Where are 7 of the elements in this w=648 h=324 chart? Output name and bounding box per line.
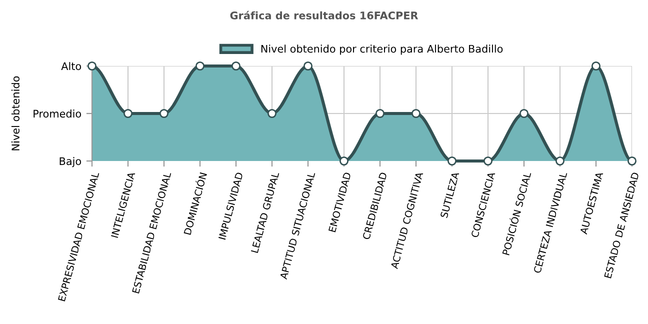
x-tick-label: LEALTAD GRUPAL (250, 172, 280, 254)
text: Promedio (34, 110, 82, 118)
y-axis-title: Nivel obtenido (11, 76, 20, 150)
text: Bajo (60, 157, 82, 168)
text: Alto (61, 62, 82, 70)
chart-title: Gráfica de resultados 16FACPER (230, 10, 418, 20)
legend-label: Nivel obtenido por criterio para Alberto Badillo (261, 44, 503, 55)
